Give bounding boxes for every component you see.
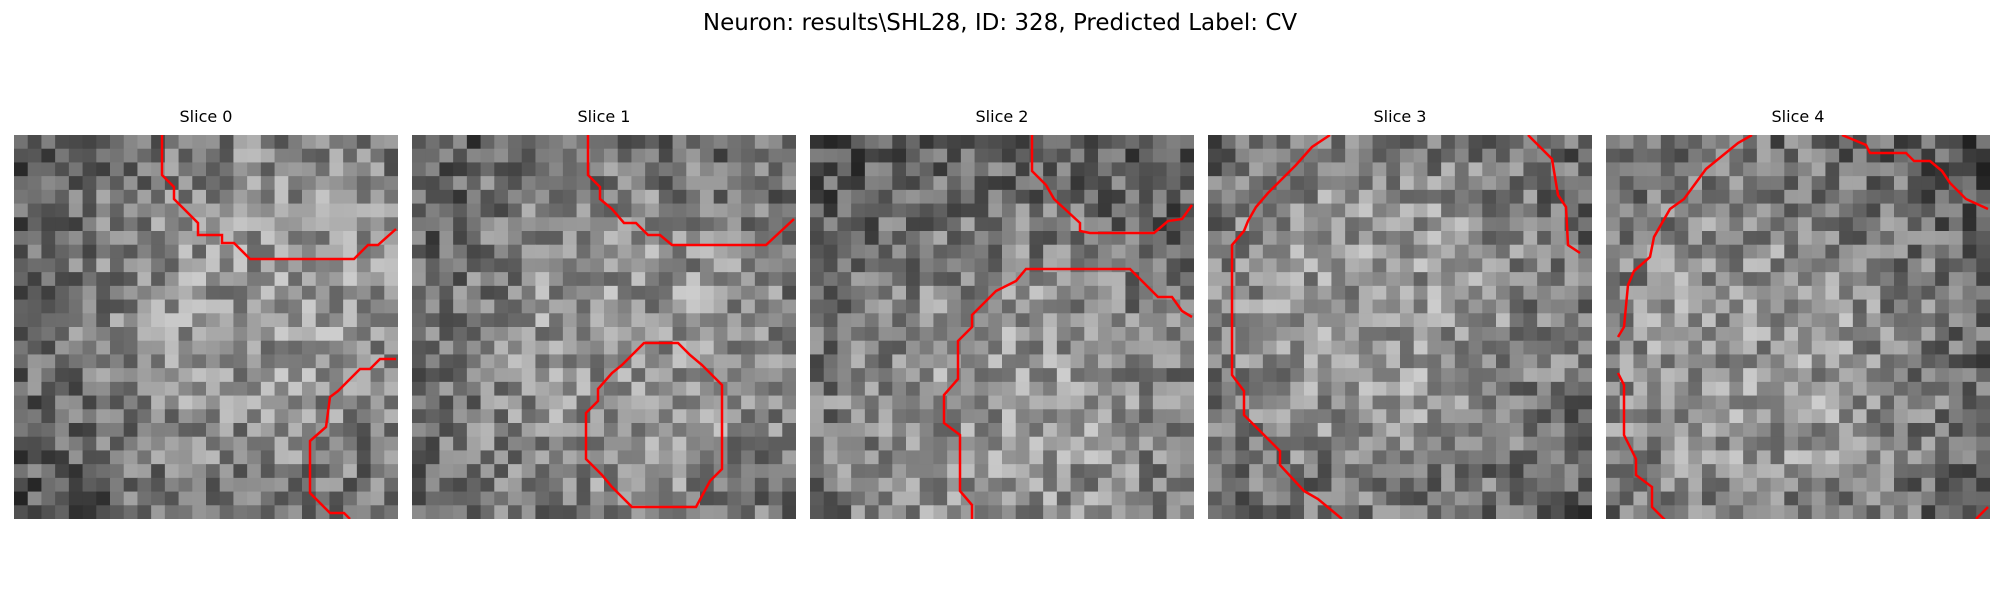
contour-line bbox=[1616, 372, 1666, 519]
slice-title: Slice 3 bbox=[1373, 107, 1427, 126]
contour-line bbox=[1841, 135, 1989, 211]
contour-line bbox=[1230, 135, 1343, 519]
slice-image bbox=[1208, 135, 1592, 519]
slice-panel-2: Slice 2 bbox=[810, 107, 1194, 519]
contour-line bbox=[160, 135, 397, 261]
slice-image bbox=[1606, 135, 1990, 519]
slice-panel-0: Slice 0 bbox=[14, 107, 398, 519]
slice-panel-4: Slice 4 bbox=[1606, 107, 1990, 519]
contour-line bbox=[308, 357, 396, 519]
contour-line bbox=[1616, 135, 1753, 338]
slice-title: Slice 4 bbox=[1771, 107, 1825, 126]
contour-line bbox=[1527, 135, 1581, 255]
contour-line bbox=[1975, 506, 1989, 519]
slice-image bbox=[412, 135, 796, 519]
slice-title: Slice 1 bbox=[577, 107, 631, 126]
slice-panel-3: Slice 3 bbox=[1208, 107, 1592, 519]
slice-title: Slice 0 bbox=[179, 107, 233, 126]
slice-panel-1: Slice 1 bbox=[412, 107, 796, 519]
contour-line bbox=[942, 267, 1193, 519]
slice-title: Slice 2 bbox=[975, 107, 1029, 126]
contour-line bbox=[586, 135, 795, 247]
slice-image bbox=[810, 135, 1194, 519]
contour-line bbox=[1030, 135, 1194, 235]
figure-title: Neuron: results\SHL28, ID: 328, Predicte… bbox=[702, 10, 1298, 36]
contour-line bbox=[584, 341, 724, 509]
slice-image bbox=[14, 135, 398, 519]
